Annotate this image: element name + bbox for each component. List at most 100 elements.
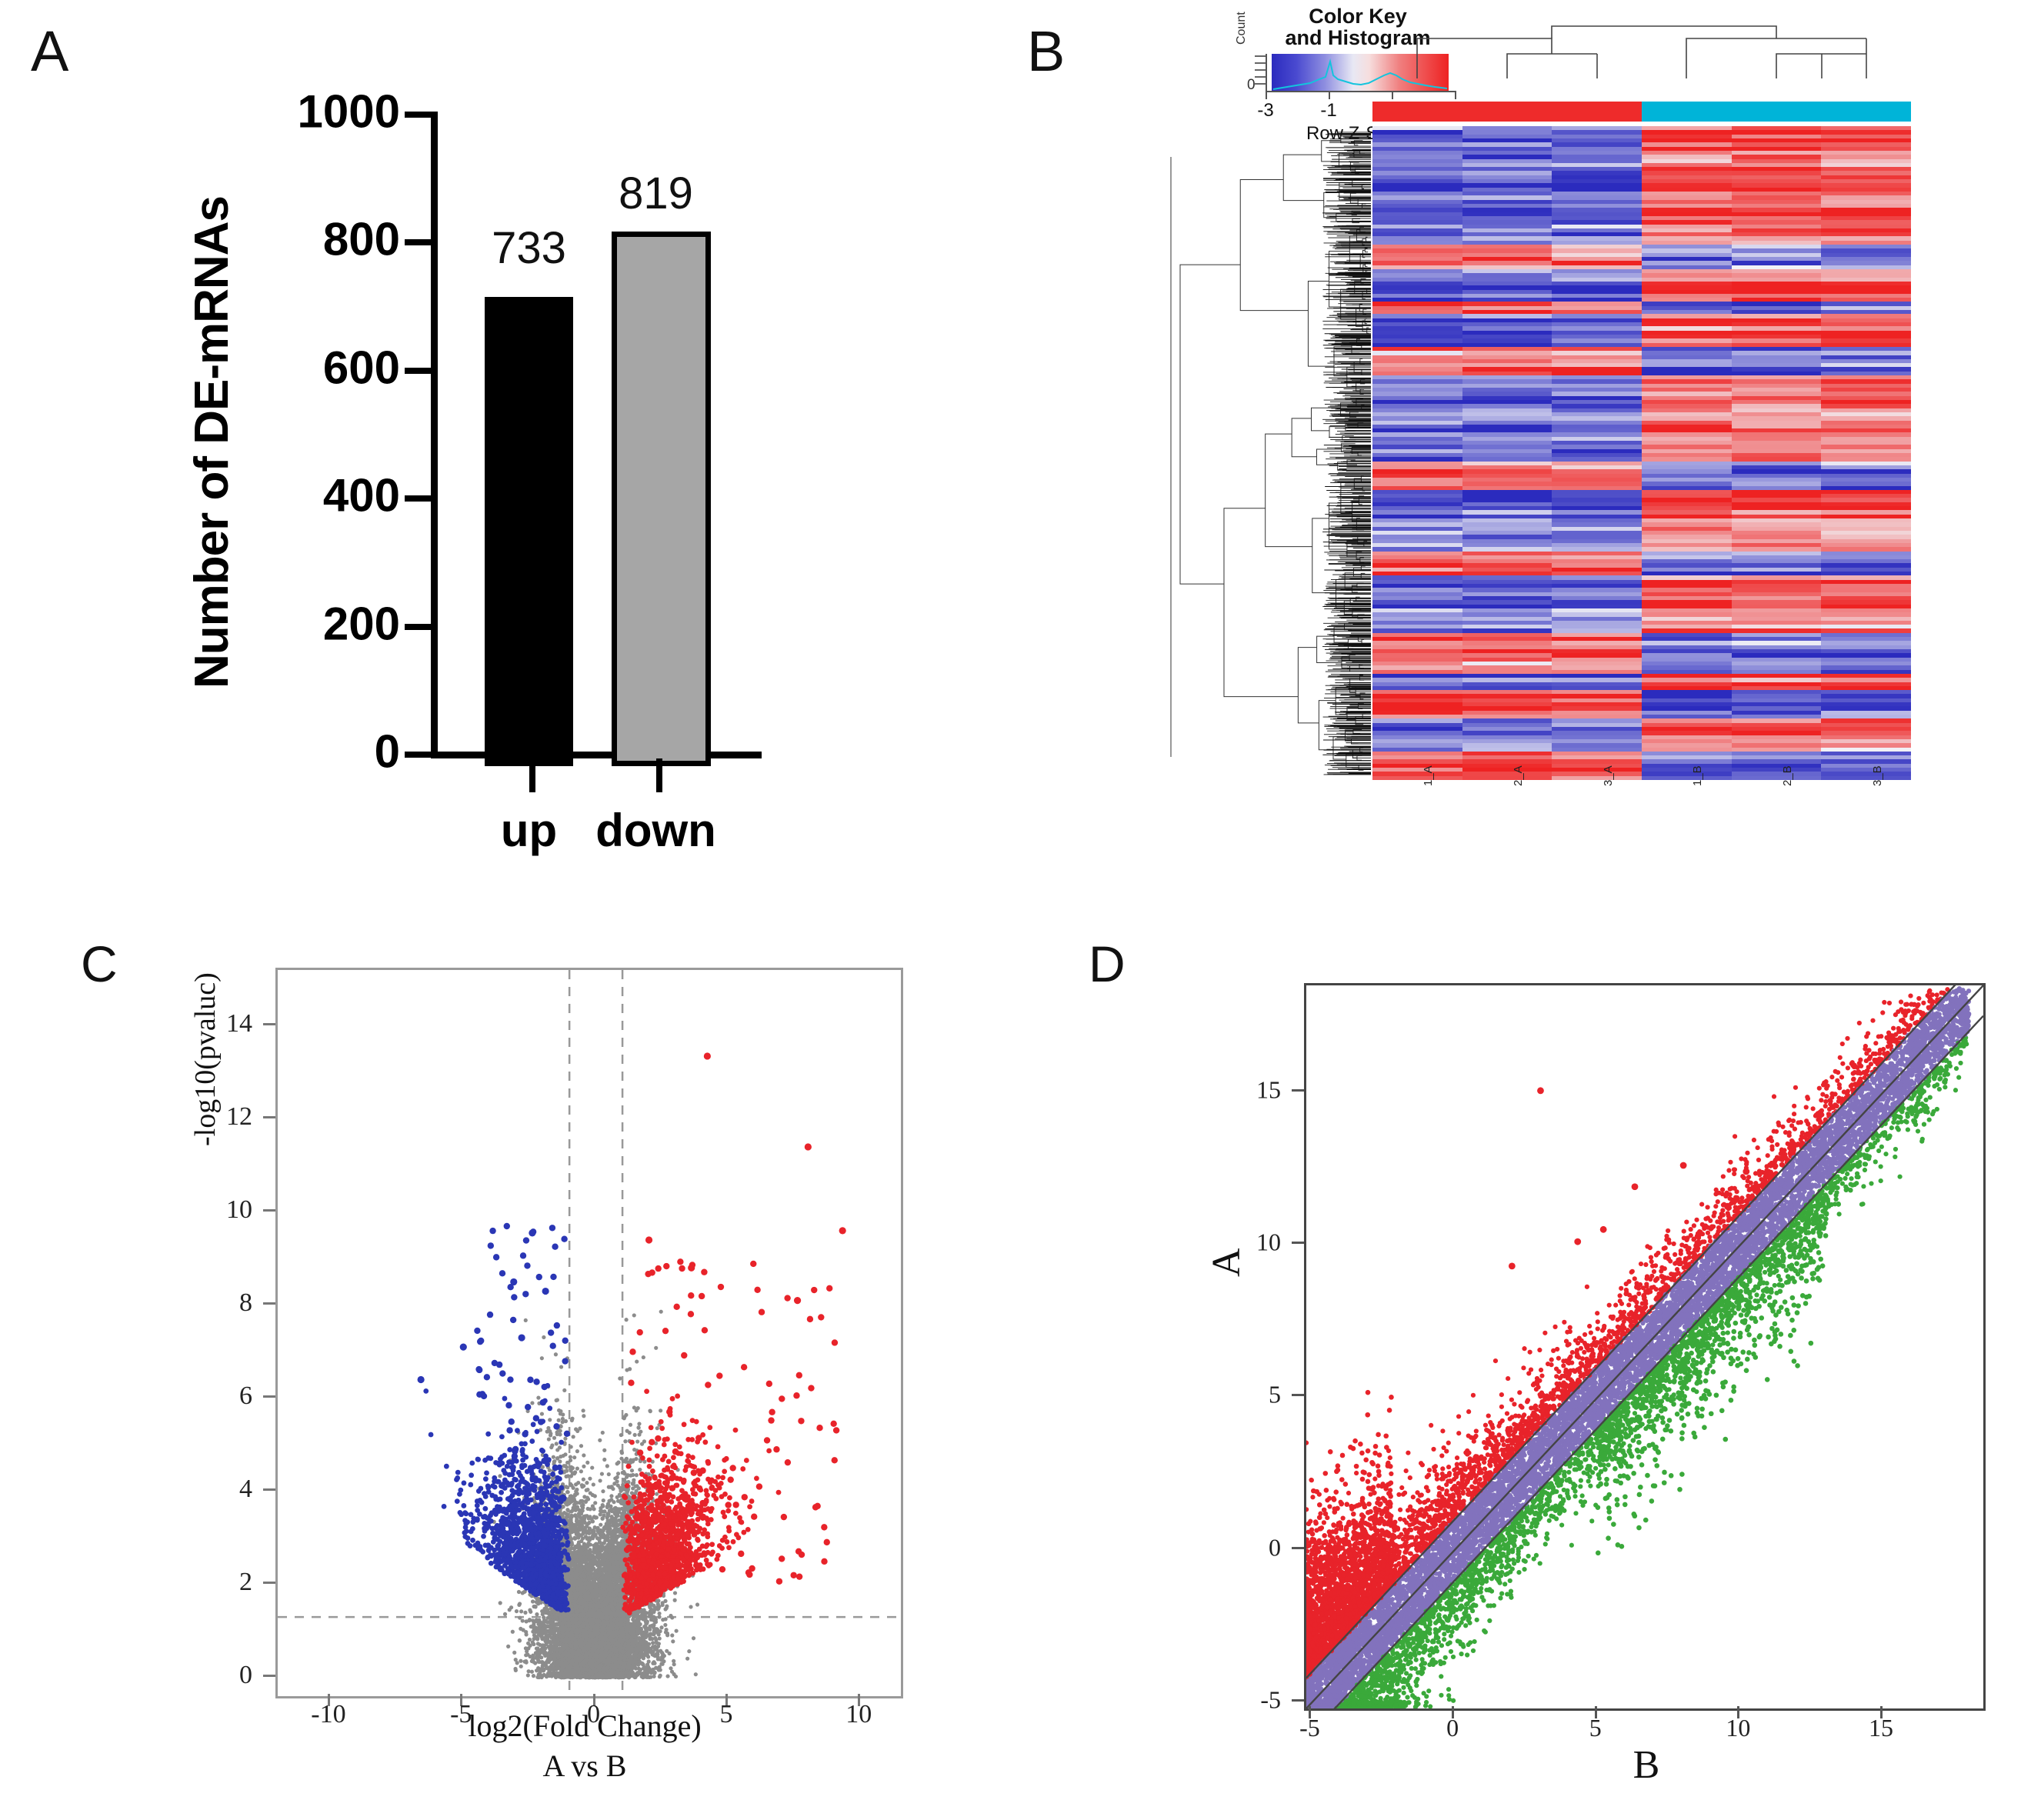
heatmap-cell bbox=[1731, 625, 1822, 630]
heatmap-cell bbox=[1462, 494, 1552, 499]
heatmap-cell bbox=[1462, 346, 1552, 352]
heatmap-column-label: 2_B bbox=[1781, 765, 1794, 786]
heatmap-cell bbox=[1642, 722, 1732, 728]
heatmap-cell bbox=[1552, 220, 1642, 225]
heatmap-cell bbox=[1821, 203, 1911, 208]
heatmap-cell bbox=[1821, 735, 1911, 740]
heatmap-cell bbox=[1372, 738, 1462, 744]
heatmap-cell bbox=[1642, 183, 1732, 188]
heatmap-column bbox=[1821, 126, 1911, 780]
heatmap-cell bbox=[1731, 183, 1822, 188]
heatmap-cell bbox=[1462, 261, 1552, 266]
heatmap-column bbox=[1462, 126, 1552, 780]
heatmap-cell bbox=[1462, 158, 1552, 164]
heatmap-cell bbox=[1731, 138, 1822, 143]
heatmap-cell bbox=[1462, 404, 1552, 409]
heatmap-cell bbox=[1731, 498, 1822, 503]
bar-chart-x-axis-line bbox=[431, 752, 762, 758]
heatmap-cell bbox=[1821, 755, 1911, 761]
heatmap-cell bbox=[1642, 715, 1732, 719]
heatmap-cell bbox=[1372, 261, 1462, 266]
heatmap-cell bbox=[1462, 208, 1552, 213]
heatmap-cell bbox=[1731, 342, 1822, 348]
heatmap-cell bbox=[1642, 530, 1732, 535]
heatmap-cell bbox=[1462, 575, 1552, 581]
volcano-point bbox=[546, 1437, 551, 1442]
color-key-title-line2: and Histogram bbox=[1242, 27, 1473, 49]
heatmap-cell bbox=[1821, 592, 1911, 597]
heatmap-cell bbox=[1731, 338, 1822, 344]
heatmap-cell bbox=[1642, 489, 1732, 495]
heatmap-cell bbox=[1731, 477, 1822, 482]
heatmap-cell bbox=[1552, 706, 1642, 712]
heatmap-cell bbox=[1552, 526, 1642, 532]
heatmap-cell bbox=[1731, 436, 1822, 442]
bar-chart-y-tick-label: 0 bbox=[223, 725, 400, 778]
heatmap-cell bbox=[1821, 595, 1911, 601]
heatmap-cell bbox=[1821, 171, 1911, 176]
heatmap-cell bbox=[1731, 187, 1822, 192]
heatmap-cell bbox=[1731, 252, 1822, 258]
heatmap-cell bbox=[1462, 330, 1552, 335]
heatmap-cell bbox=[1552, 616, 1642, 622]
heatmap-cell bbox=[1731, 494, 1822, 499]
heatmap-cell bbox=[1462, 171, 1552, 176]
heatmap-cell bbox=[1731, 485, 1822, 491]
heatmap-cell bbox=[1821, 277, 1911, 282]
heatmap-cell bbox=[1372, 485, 1462, 491]
heatmap-cell bbox=[1821, 305, 1911, 311]
heatmap-cell bbox=[1821, 604, 1911, 609]
heatmap-cell bbox=[1821, 567, 1911, 572]
heatmap-cell bbox=[1462, 314, 1552, 319]
heatmap-cell bbox=[1821, 542, 1911, 548]
heatmap-column bbox=[1552, 126, 1642, 780]
heatmap-cell bbox=[1552, 538, 1642, 544]
heatmap-cell bbox=[1372, 134, 1462, 139]
heatmap-cell bbox=[1731, 285, 1822, 291]
heatmap-column-label: 1_A bbox=[1422, 765, 1435, 786]
heatmap-cell bbox=[1642, 759, 1732, 765]
heatmap-cell bbox=[1731, 690, 1822, 695]
heatmap-cell bbox=[1372, 502, 1462, 507]
heatmap-cell bbox=[1372, 228, 1462, 233]
heatmap-cell bbox=[1731, 240, 1822, 245]
heatmap-cell bbox=[1462, 502, 1552, 507]
heatmap-cell bbox=[1642, 738, 1732, 744]
heatmap-cell bbox=[1821, 759, 1911, 765]
heatmap-cell bbox=[1642, 261, 1732, 266]
heatmap-cell bbox=[1552, 187, 1642, 192]
heatmap-cell bbox=[1552, 355, 1642, 360]
heatmap-cell bbox=[1372, 367, 1462, 372]
heatmap-cell bbox=[1552, 510, 1642, 515]
heatmap-cell bbox=[1821, 657, 1911, 662]
heatmap-cell bbox=[1462, 706, 1552, 712]
heatmap-cell bbox=[1642, 465, 1732, 470]
heatmap-cell bbox=[1372, 150, 1462, 155]
heatmap-cell bbox=[1552, 604, 1642, 609]
heatmap-cell bbox=[1462, 547, 1552, 552]
heatmap-cell bbox=[1642, 310, 1732, 315]
volcano-point bbox=[637, 1432, 642, 1437]
heatmap-cell bbox=[1821, 183, 1911, 188]
heatmap-cell bbox=[1731, 228, 1822, 233]
heatmap-cell bbox=[1372, 632, 1462, 638]
heatmap-cell bbox=[1552, 608, 1642, 613]
heatmap-cell bbox=[1642, 518, 1732, 523]
heatmap-cell bbox=[1642, 718, 1732, 724]
heatmap-cell bbox=[1642, 625, 1732, 630]
heatmap-cell bbox=[1372, 448, 1462, 454]
heatmap-cell bbox=[1642, 392, 1732, 397]
color-key-x-axis bbox=[1266, 91, 1455, 92]
heatmap-cell bbox=[1642, 584, 1732, 588]
heatmap-cell bbox=[1731, 669, 1822, 675]
heatmap-cell bbox=[1372, 542, 1462, 548]
heatmap-cell bbox=[1462, 310, 1552, 315]
heatmap-cell bbox=[1731, 665, 1822, 671]
volcano-point bbox=[527, 1637, 532, 1642]
heatmap-cell bbox=[1462, 620, 1552, 625]
bar-chart-y-tick-label: 400 bbox=[223, 469, 400, 522]
heatmap-cell bbox=[1552, 657, 1642, 662]
volcano-point bbox=[659, 1625, 664, 1630]
heatmap-cell bbox=[1372, 399, 1462, 405]
heatmap-cell bbox=[1821, 375, 1911, 380]
